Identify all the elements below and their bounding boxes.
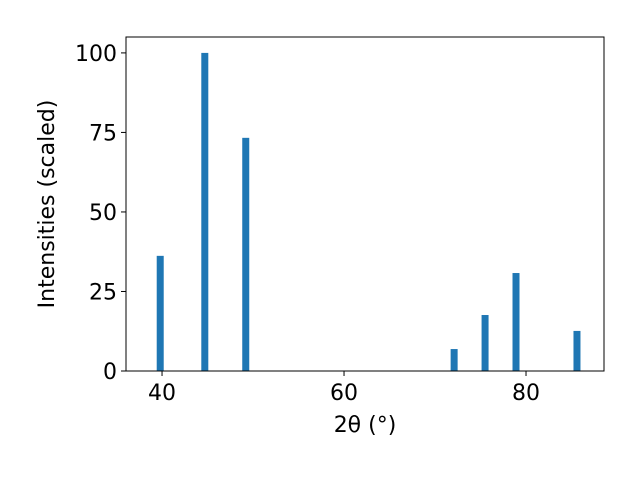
bar — [573, 330, 581, 371]
bar — [201, 52, 209, 372]
bar — [242, 137, 250, 371]
y-axis-label: Intensities (scaled) — [35, 100, 60, 309]
x-tick-label: 40 — [148, 381, 176, 406]
x-tick-label: 80 — [512, 381, 540, 406]
bar — [512, 273, 520, 371]
bar — [450, 349, 458, 371]
y-tick-label: 0 — [103, 360, 117, 385]
y-tick-label: 50 — [89, 201, 117, 226]
y-tick-label: 100 — [75, 42, 117, 67]
plot-frame — [125, 36, 605, 372]
y-tick-label: 75 — [89, 121, 117, 146]
bar — [156, 255, 164, 371]
x-tick-label: 60 — [330, 381, 358, 406]
y-tick-label: 25 — [89, 280, 117, 305]
x-axis-label: 2θ (°) — [334, 413, 397, 438]
bar — [481, 315, 489, 371]
